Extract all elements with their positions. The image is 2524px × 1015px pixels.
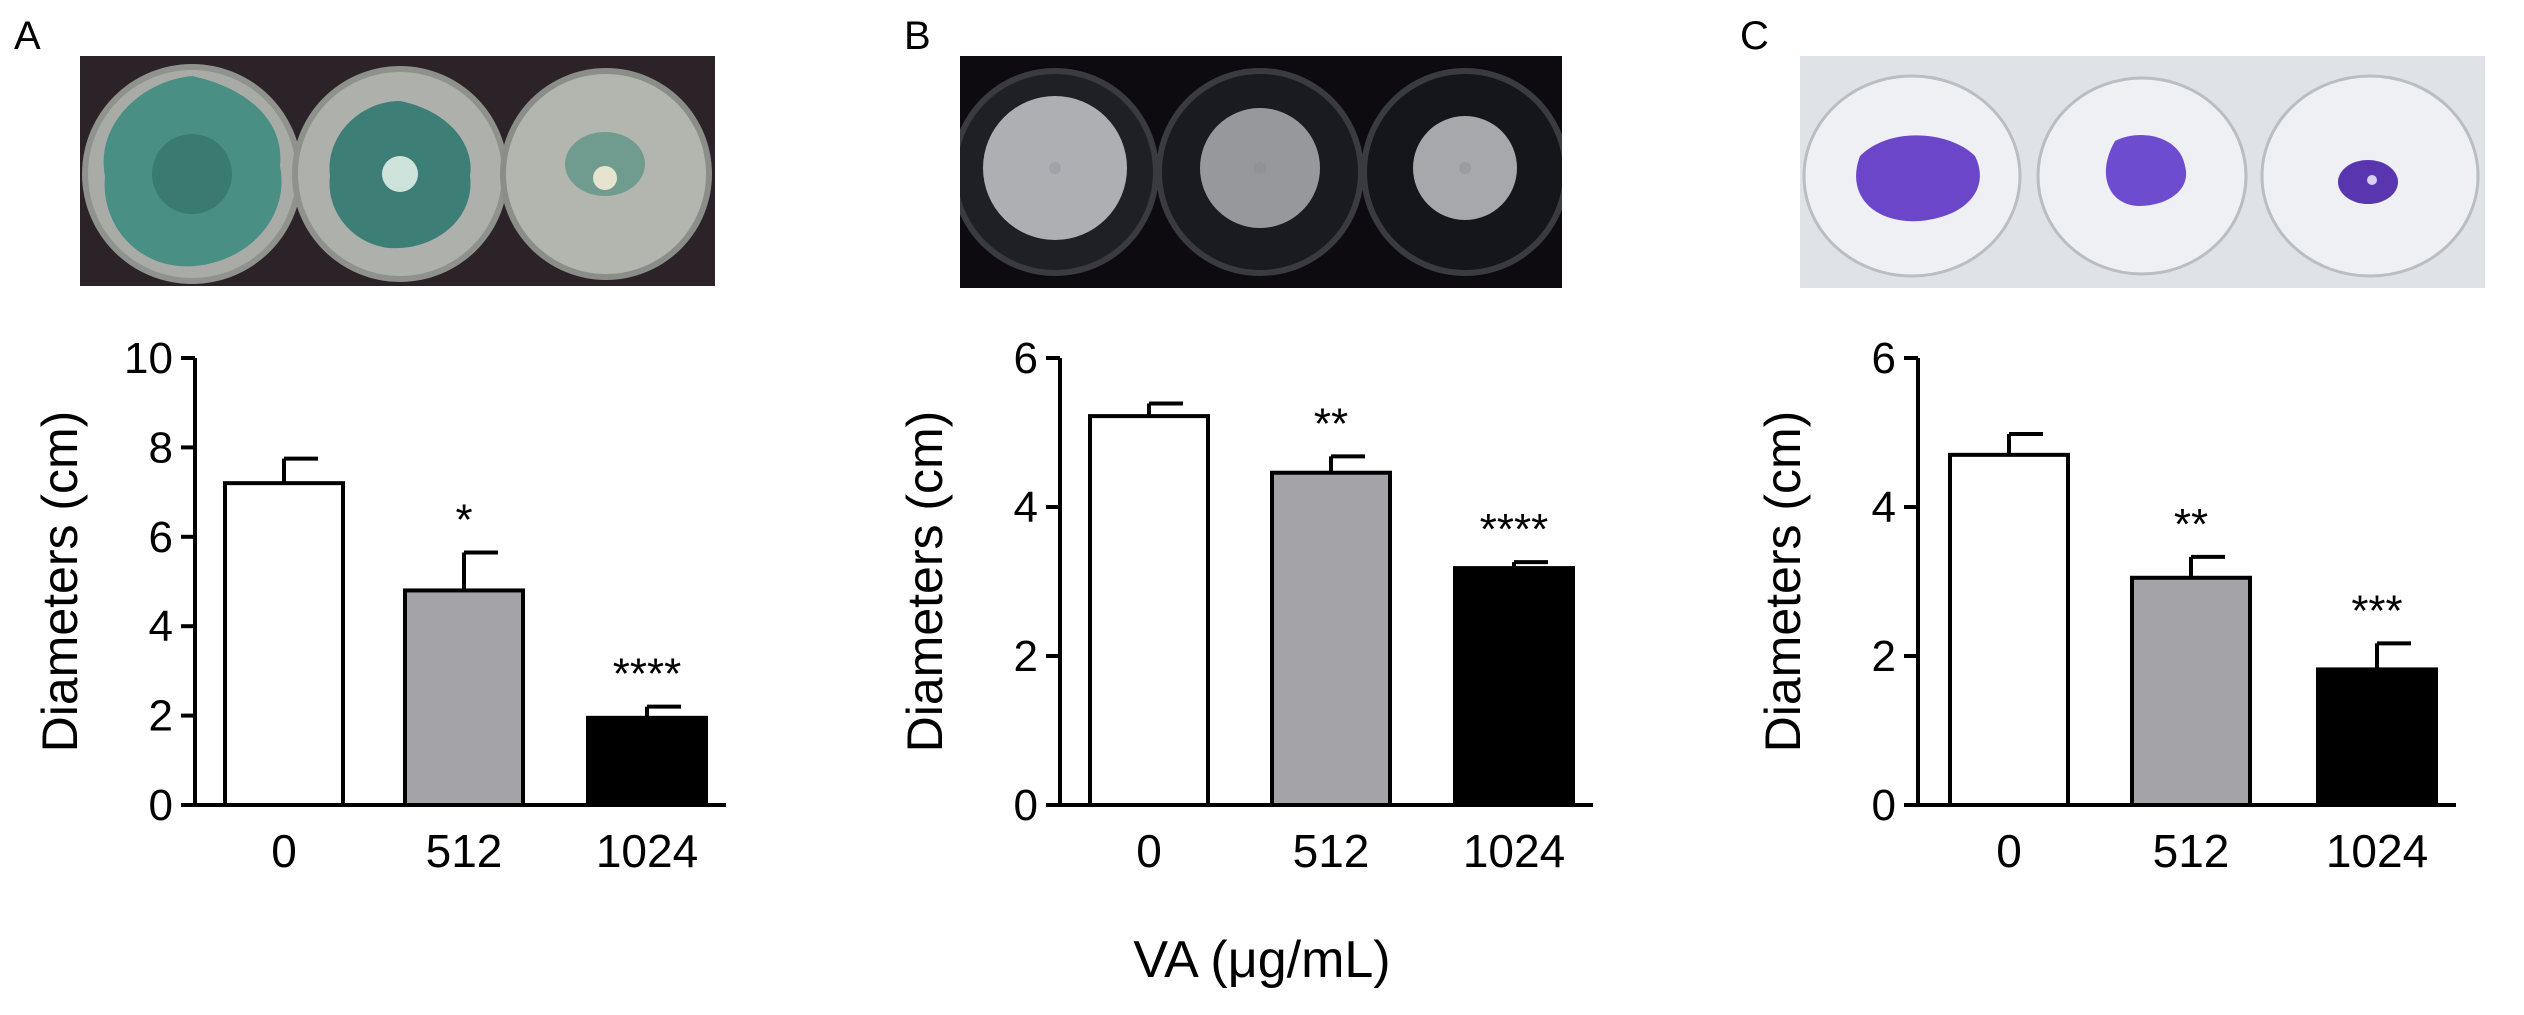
x-tick-label-a-0: 0	[271, 825, 297, 877]
y-tick-label-c-0: 0	[1872, 781, 1896, 830]
petri-dish-photo-green-colonies-icon	[80, 56, 715, 286]
y-axis-label-b: Diameters (cm)	[897, 411, 953, 753]
x-tick-label-a-1: 512	[426, 825, 503, 877]
bar-a-0	[223, 481, 345, 807]
y-axis-label-a: Diameters (cm)	[32, 411, 88, 753]
y-tick-label-a-2: 4	[149, 602, 173, 651]
x-tick-label-b-2: 1024	[1463, 825, 1565, 877]
y-tick-label-a-0: 0	[149, 781, 173, 830]
x-axis-label-shared: VA (μg/mL)	[1133, 931, 1391, 989]
x-tick-label-a-2: 1024	[596, 825, 698, 877]
panel-letter-c: C	[1740, 14, 1769, 58]
bar-c-1	[2130, 575, 2252, 808]
y-tick-label-c-2: 4	[1872, 483, 1896, 532]
bar-b-2	[1453, 566, 1575, 808]
y-tick-label-a-1: 2	[149, 692, 173, 741]
bar-b-0	[1088, 414, 1210, 807]
y-tick-label-a-4: 8	[149, 423, 173, 472]
x-tick-label-c-2: 1024	[2326, 825, 2428, 877]
bar-c-0	[1948, 452, 2070, 807]
y-tick-label-b-3: 6	[1014, 334, 1038, 383]
y-tick-label-b-1: 2	[1014, 632, 1038, 681]
y-tick-label-c-3: 6	[1872, 334, 1896, 383]
significance-label-a-2: ****	[613, 650, 682, 699]
y-tick-label-a-5: 10	[124, 334, 173, 383]
significance-label-b-1: **	[1314, 399, 1348, 448]
y-tick-label-b-2: 4	[1014, 483, 1038, 532]
y-tick-label-a-3: 6	[149, 513, 173, 562]
panel-letter-a: A	[14, 14, 41, 58]
x-tick-label-b-1: 512	[1293, 825, 1370, 877]
bar-b-1	[1270, 470, 1392, 807]
bar-a-2	[586, 715, 708, 808]
y-tick-label-c-1: 2	[1872, 632, 1896, 681]
y-axis-label-c: Diameters (cm)	[1755, 411, 1811, 753]
y-tick-label-b-0: 0	[1014, 781, 1038, 830]
petri-dish-photo-c	[1800, 56, 2485, 288]
significance-label-b-2: ****	[1480, 505, 1549, 554]
petri-dish-photo-purple-biofilm-icon	[1800, 56, 2485, 288]
petri-dish-photo-b	[960, 56, 1562, 288]
petri-dish-photo-white-colonies-icon	[960, 56, 1562, 288]
significance-label-c-2: ***	[2351, 586, 2402, 635]
x-tick-label-c-0: 0	[1996, 825, 2022, 877]
significance-label-c-1: **	[2174, 500, 2208, 549]
x-tick-label-c-1: 512	[2153, 825, 2230, 877]
panel-letter-b: B	[904, 14, 931, 58]
x-tick-label-b-0: 0	[1136, 825, 1162, 877]
bar-a-1	[403, 588, 525, 807]
bar-c-2	[2316, 667, 2438, 807]
petri-dish-photo-a	[80, 56, 715, 286]
significance-label-a-1: *	[455, 495, 472, 544]
